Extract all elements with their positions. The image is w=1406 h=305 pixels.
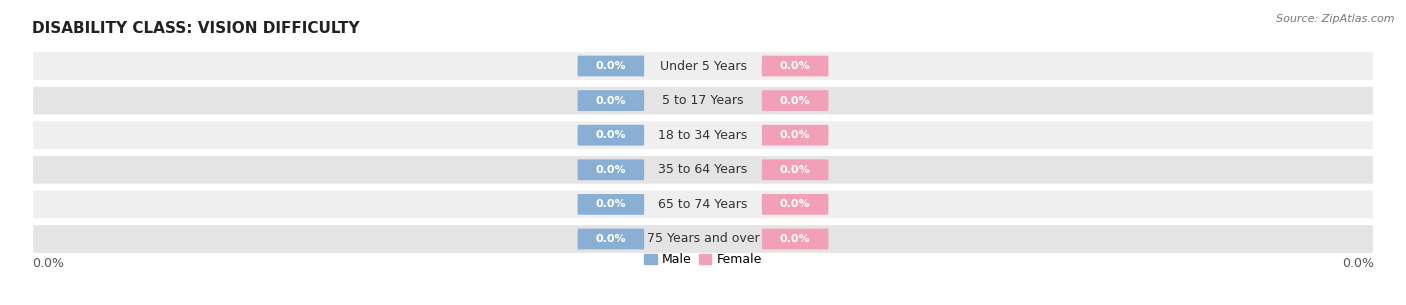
FancyBboxPatch shape xyxy=(578,160,644,180)
FancyBboxPatch shape xyxy=(762,229,828,249)
Text: 0.0%: 0.0% xyxy=(596,130,626,140)
FancyBboxPatch shape xyxy=(762,160,828,180)
FancyBboxPatch shape xyxy=(32,51,1374,81)
Text: 0.0%: 0.0% xyxy=(780,234,810,244)
Text: 0.0%: 0.0% xyxy=(780,130,810,140)
FancyBboxPatch shape xyxy=(578,125,644,145)
FancyBboxPatch shape xyxy=(32,224,1374,254)
Text: 0.0%: 0.0% xyxy=(780,199,810,210)
Text: 0.0%: 0.0% xyxy=(32,257,63,271)
Text: 0.0%: 0.0% xyxy=(596,61,626,71)
FancyBboxPatch shape xyxy=(32,120,1374,150)
FancyBboxPatch shape xyxy=(32,189,1374,220)
FancyBboxPatch shape xyxy=(578,56,644,76)
FancyBboxPatch shape xyxy=(32,85,1374,116)
FancyBboxPatch shape xyxy=(762,90,828,111)
Text: 18 to 34 Years: 18 to 34 Years xyxy=(658,129,748,142)
FancyBboxPatch shape xyxy=(578,90,644,111)
FancyBboxPatch shape xyxy=(578,194,644,215)
Text: 0.0%: 0.0% xyxy=(596,95,626,106)
Text: Source: ZipAtlas.com: Source: ZipAtlas.com xyxy=(1277,14,1395,24)
Text: 65 to 74 Years: 65 to 74 Years xyxy=(658,198,748,211)
Text: 0.0%: 0.0% xyxy=(596,234,626,244)
FancyBboxPatch shape xyxy=(762,125,828,145)
Text: DISABILITY CLASS: VISION DIFFICULTY: DISABILITY CLASS: VISION DIFFICULTY xyxy=(32,20,360,36)
FancyBboxPatch shape xyxy=(32,155,1374,185)
Text: 0.0%: 0.0% xyxy=(780,61,810,71)
FancyBboxPatch shape xyxy=(762,194,828,215)
Text: Under 5 Years: Under 5 Years xyxy=(659,59,747,73)
Text: 0.0%: 0.0% xyxy=(780,165,810,175)
Text: 75 Years and over: 75 Years and over xyxy=(647,232,759,246)
Legend: Male, Female: Male, Female xyxy=(640,248,766,271)
Text: 0.0%: 0.0% xyxy=(780,95,810,106)
Text: 0.0%: 0.0% xyxy=(596,165,626,175)
Text: 0.0%: 0.0% xyxy=(596,199,626,210)
FancyBboxPatch shape xyxy=(578,229,644,249)
Text: 35 to 64 Years: 35 to 64 Years xyxy=(658,163,748,176)
Text: 0.0%: 0.0% xyxy=(1343,257,1374,271)
Text: 5 to 17 Years: 5 to 17 Years xyxy=(662,94,744,107)
FancyBboxPatch shape xyxy=(762,56,828,76)
